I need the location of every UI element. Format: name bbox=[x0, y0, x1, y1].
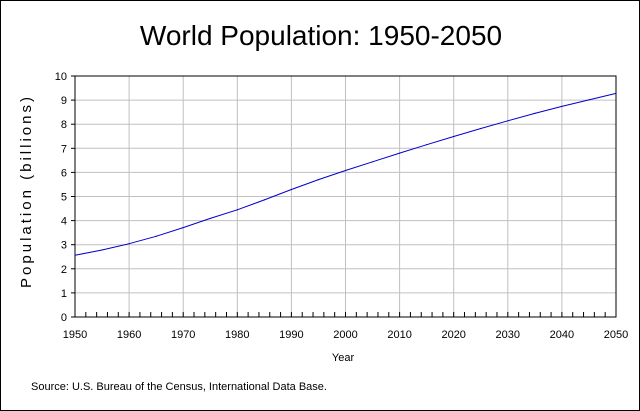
data-point bbox=[128, 243, 130, 245]
x-tick-label: 1950 bbox=[63, 329, 87, 341]
data-point bbox=[507, 120, 509, 122]
x-tick-label: 1960 bbox=[117, 329, 141, 341]
y-tick-label: 2 bbox=[61, 264, 67, 276]
data-point bbox=[317, 179, 320, 181]
x-tick-label: 2030 bbox=[496, 329, 520, 341]
x-tick-label: 2000 bbox=[333, 329, 357, 341]
y-tick-label: 5 bbox=[61, 192, 67, 204]
data-point bbox=[182, 226, 184, 229]
x-tick-label: 2010 bbox=[387, 329, 411, 341]
data-point bbox=[371, 161, 374, 163]
y-tick-label: 0 bbox=[61, 312, 67, 324]
chart-title: World Population: 1950-2050 bbox=[140, 20, 502, 51]
grid bbox=[75, 76, 616, 317]
data-point bbox=[209, 217, 211, 220]
data-point bbox=[453, 135, 455, 138]
y-tick-label: 3 bbox=[61, 240, 67, 252]
data-point bbox=[426, 144, 428, 146]
data-point bbox=[236, 209, 238, 211]
y-tick-label: 8 bbox=[61, 119, 67, 131]
y-tick-label: 7 bbox=[61, 143, 67, 155]
data-point bbox=[534, 112, 536, 114]
data-point bbox=[561, 105, 563, 107]
y-axis-label: Population (billions) bbox=[18, 94, 35, 288]
data-point bbox=[101, 249, 103, 251]
x-tick-label: 1980 bbox=[225, 329, 249, 341]
x-axis-label: Year bbox=[332, 352, 355, 364]
x-tick-label: 1970 bbox=[171, 329, 195, 341]
x-tick-label: 2050 bbox=[604, 329, 628, 341]
data-point bbox=[480, 127, 482, 130]
x-tick-label: 1990 bbox=[279, 329, 303, 341]
data-point bbox=[74, 254, 76, 256]
y-tick-label: 1 bbox=[61, 288, 67, 300]
data-point bbox=[615, 92, 617, 94]
y-tick-label: 9 bbox=[61, 95, 67, 107]
data-point bbox=[155, 235, 157, 237]
source-note: Source: U.S. Bureau of the Census, Inter… bbox=[31, 381, 327, 393]
x-tick-label: 2040 bbox=[550, 329, 574, 341]
y-tick-label: 4 bbox=[61, 216, 67, 228]
data-point bbox=[290, 188, 292, 191]
data-point bbox=[588, 99, 590, 101]
series-layer bbox=[74, 92, 617, 256]
axes bbox=[71, 75, 617, 318]
data-point bbox=[344, 169, 347, 172]
tick-labels: 1950 1960 1970 1980 1990 2000 2010 2020 2030 2040… bbox=[55, 71, 628, 341]
data-point bbox=[263, 199, 265, 201]
x-tick-label: 2020 bbox=[441, 329, 465, 341]
y-tick-label: 6 bbox=[61, 167, 67, 179]
y-tick-label: 10 bbox=[55, 71, 67, 83]
data-point bbox=[399, 152, 401, 154]
